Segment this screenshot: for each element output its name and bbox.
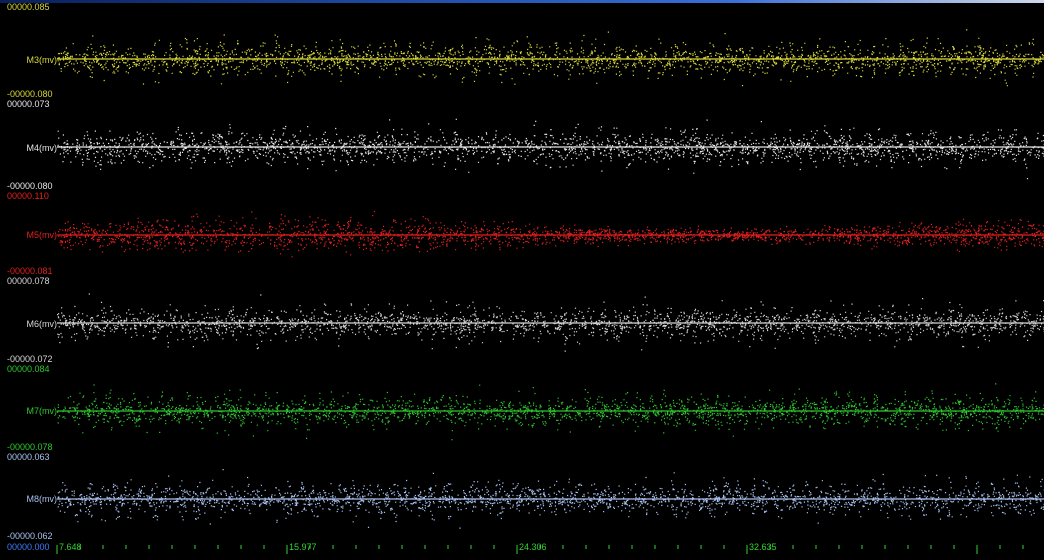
channel-sample-points	[58, 119, 1044, 180]
channel-trace	[57, 383, 1044, 440]
x-tick-label: 7.648	[59, 542, 82, 552]
channel-max-label: 00000.063	[7, 452, 50, 462]
channel-max-label: 00000.110	[7, 191, 49, 201]
channel-min-label: -00000.080	[7, 89, 53, 99]
channel-trace	[57, 29, 1044, 86]
channel-min-label: -00000.078	[7, 442, 53, 452]
x-axis-origin-label: 00000.000	[7, 542, 50, 552]
waveform-plot-area	[57, 3, 1044, 542]
channel-name-label: M5(mv)	[4, 230, 57, 240]
channel-min-label: -00000.081	[7, 266, 53, 276]
channel-max-label: 00000.078	[7, 276, 50, 286]
channel-trace	[57, 119, 1044, 180]
channel-min-label: -00000.072	[7, 354, 53, 364]
channel-trace	[57, 469, 1044, 529]
channel-name-label: M7(mv)	[4, 406, 57, 416]
channel-trace	[57, 293, 1044, 351]
channel-max-label: 00000.084	[7, 364, 50, 374]
channel-max-label: 00000.085	[7, 2, 50, 12]
x-tick-label: 24.306	[519, 542, 547, 552]
channel-name-label: M3(mv)	[4, 55, 57, 65]
x-tick-label: 32.635	[749, 542, 777, 552]
channel-max-label: 00000.073	[7, 99, 50, 109]
channel-name-label: M8(mv)	[4, 494, 57, 504]
channel-sample-points	[57, 29, 1044, 86]
channel-min-label: -00000.062	[7, 531, 53, 541]
channel-sample-points	[57, 383, 1044, 440]
channel-name-label: M4(mv)	[4, 143, 57, 153]
channel-sample-points	[58, 211, 1044, 257]
channel-label-column: 00000.085 M3(mv) -00000.080 00000.073 M4…	[0, 3, 57, 552]
channel-name-label: M6(mv)	[4, 319, 57, 329]
channel-trace	[57, 211, 1044, 257]
channel-min-label: -00000.080	[7, 181, 53, 191]
x-axis: 7.648 15.977 24.306 32.635	[0, 542, 1044, 552]
x-tick-label: 15.977	[289, 542, 317, 552]
